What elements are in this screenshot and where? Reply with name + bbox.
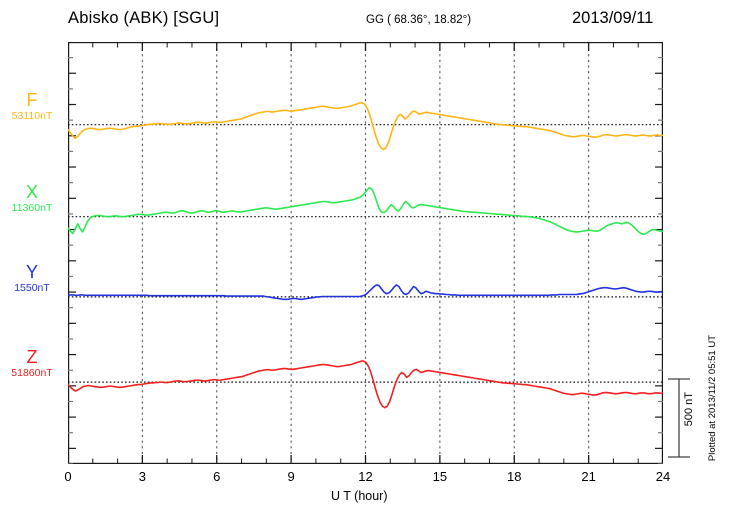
x-tick-label-24: 24 [655, 469, 671, 484]
component-letter-X: X [25, 181, 38, 202]
x-axis-label: U T (hour) [331, 489, 388, 503]
x-tick-label-0: 0 [64, 469, 72, 484]
component-baseline-Y: 1550nT [14, 281, 50, 294]
trace-F [68, 101, 663, 151]
component-letter-F: F [26, 89, 38, 110]
scale-bar [668, 378, 698, 458]
trace-Z [68, 360, 663, 409]
component-baseline-X: 11360nT [11, 201, 53, 214]
observation-date: 2013/09/11 [572, 9, 654, 27]
magnetogram-plot [68, 42, 663, 464]
scale-bar-label: 500 nT [683, 392, 695, 427]
component-baseline-F: 53110nT [11, 109, 53, 122]
scale-bar-svg [668, 378, 690, 458]
component-label-X: X 11360nT [0, 181, 64, 215]
plotted-timestamp: Plotted at 2013/11/2 05:51 UT [707, 335, 718, 462]
trace-Y [68, 284, 663, 301]
component-label-Z: Z 51860nT [0, 348, 64, 380]
trace-X [68, 187, 663, 236]
component-label-Y: Y 1550nT [0, 261, 64, 295]
x-tick-label-15: 15 [432, 469, 448, 484]
x-tick-label-6: 6 [213, 469, 221, 484]
x-tick-label-12: 12 [358, 469, 373, 484]
component-letter-Z: Z [26, 347, 38, 368]
page-title: Abisko (ABK) [SGU] [68, 9, 220, 27]
x-tick-label-21: 21 [581, 469, 596, 484]
x-tick-label-9: 9 [287, 469, 295, 484]
plot-svg [68, 42, 663, 464]
component-letter-Y: Y [25, 261, 38, 282]
component-baseline-Z: 51860nT [11, 367, 53, 380]
x-tick-label-3: 3 [138, 469, 146, 484]
x-tick-label-18: 18 [507, 469, 522, 484]
geographic-coordinates: GG ( 68.36°, 18.82°) [366, 14, 472, 26]
component-label-F: F 53110nT [0, 89, 64, 123]
